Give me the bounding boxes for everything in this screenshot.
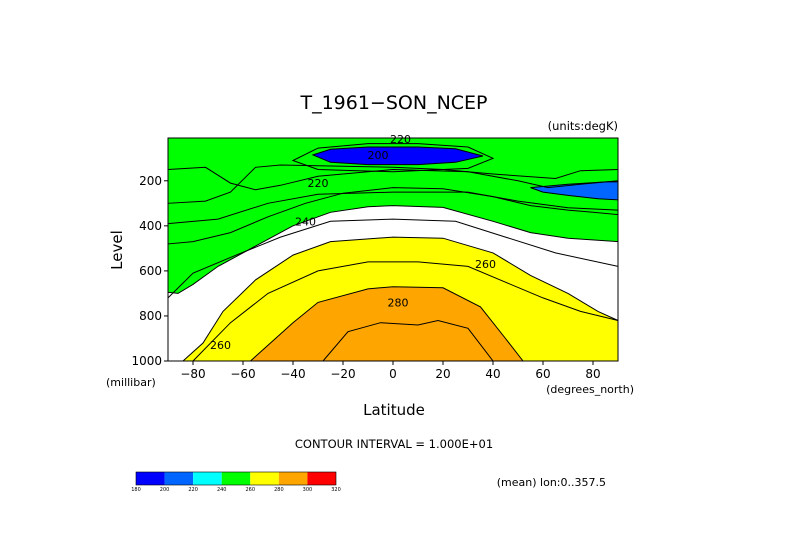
contour-label: 260 <box>475 258 496 271</box>
colorbar-swatch <box>193 472 222 485</box>
contour-label: 260 <box>210 339 231 352</box>
contour-line-260 <box>181 236 619 362</box>
colorbar-swatch <box>221 472 251 485</box>
x-tick-label: 20 <box>435 367 450 381</box>
contour-label: 240 <box>295 215 316 228</box>
colorbar-swatch <box>250 472 279 485</box>
colorbar: 180 200 220 240 260 280 300 320 <box>131 471 341 493</box>
x-tick-label: 0 <box>389 367 397 381</box>
contour-line-210 <box>167 166 619 191</box>
contour-line-270 <box>192 261 619 362</box>
x-tick-label: −60 <box>230 367 255 381</box>
x-tick-label: 80 <box>585 367 600 381</box>
contour-lines <box>167 137 619 362</box>
contour-fills <box>168 138 618 361</box>
contour-fill-240 <box>168 138 618 358</box>
mean-annotation: (mean) lon:0..357.5 <box>497 476 606 489</box>
contour-label: 220 <box>308 177 329 190</box>
colorbar-swatch <box>164 472 194 485</box>
x-tick-label: 60 <box>535 367 550 381</box>
colorbar-swatch <box>136 472 165 485</box>
colorbar-frame <box>135 471 337 486</box>
y-tick-label: 800 <box>139 309 162 323</box>
x-axis-label: Latitude <box>363 401 425 419</box>
colorbar-label: 260 <box>246 487 256 493</box>
x-unit-label: (degrees_north) <box>546 383 634 396</box>
contour-fill-280 <box>250 286 523 361</box>
contour-interval-label: CONTOUR INTERVAL = 1.000E+01 <box>295 437 493 451</box>
contour-label: 200 <box>368 149 389 162</box>
colorbar-swatch <box>278 472 308 485</box>
colorbar-label: 300 <box>303 487 313 493</box>
x-tick-label: −40 <box>280 367 305 381</box>
contour-line-280 <box>249 286 525 362</box>
y-axis-label: Level <box>108 230 126 270</box>
y-tick-label: 600 <box>139 264 162 278</box>
x-tick-label: 40 <box>485 367 500 381</box>
units-label: (units:degK) <box>548 119 618 133</box>
colorbar-label: 200 <box>160 487 170 493</box>
x-tick-label: −80 <box>180 367 205 381</box>
y-tick-label: 400 <box>139 219 162 233</box>
y-tick-label: 1000 <box>131 354 162 368</box>
contour-line-250 <box>167 218 619 299</box>
contour-fill-200 <box>313 147 483 165</box>
contour-line-230 <box>167 191 619 225</box>
colorbar-label: 280 <box>274 487 284 493</box>
colorbar-label: 320 <box>331 487 341 493</box>
x-tick-label: −20 <box>330 367 355 381</box>
colorbar-label: 180 <box>131 487 141 493</box>
colorbar-label: 220 <box>188 487 198 493</box>
y-axis-ticks: 200 400 600 800 1000 <box>131 174 168 368</box>
x-axis-ticks: −80 −60 −40 −20 0 20 40 60 80 <box>180 361 601 381</box>
contour-fill-200 <box>530 181 618 200</box>
chart-title: T_1961−SON_NCEP <box>299 92 487 114</box>
contour-line-290 <box>321 319 495 362</box>
y-unit-label: (millibar) <box>106 376 156 389</box>
contour-label: 280 <box>388 296 409 309</box>
colorbar-label: 240 <box>217 487 227 493</box>
y-tick-label: 200 <box>139 174 162 188</box>
contour-line-200 <box>311 146 484 166</box>
contour-label: 220 <box>390 133 411 146</box>
colorbar-swatch <box>307 472 336 485</box>
contour-line-190 <box>291 143 495 173</box>
